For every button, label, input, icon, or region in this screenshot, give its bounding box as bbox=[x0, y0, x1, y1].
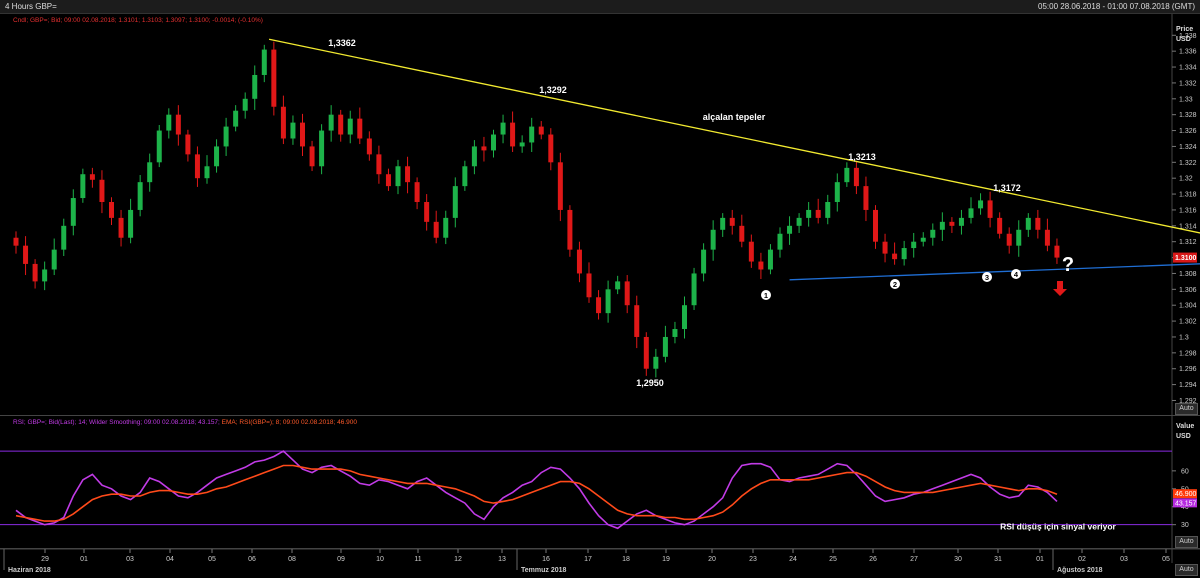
window-title: 4 Hours GBP= bbox=[5, 2, 57, 11]
time-tick-label: 31 bbox=[994, 556, 1002, 563]
rsi-legend: RSI; GBP=; Bid(Last); 14; Wilder Smoothi… bbox=[13, 419, 357, 426]
time-tick-label: 13 bbox=[498, 556, 506, 563]
rsi-axis-unit: USD bbox=[1176, 433, 1191, 440]
title-bar: 4 Hours GBP= 05:00 28.06.2018 - 01:00 07… bbox=[0, 0, 1200, 14]
rsi-legend-ema: EMA; RSI(GBP=); 8; 09:00 02.08.2018; 46.… bbox=[221, 419, 357, 426]
price-legend: Cndl; GBP=; Bid; 09:00 02.08.2018; 1.310… bbox=[13, 17, 263, 24]
time-tick-label: 09 bbox=[337, 556, 345, 563]
price-axis-unit: USD bbox=[1176, 36, 1191, 43]
time-tick-label: 03 bbox=[126, 556, 134, 563]
month-label: Temmuz 2018 bbox=[521, 567, 566, 574]
date-range: 05:00 28.06.2018 - 01:00 07.08.2018 (GMT… bbox=[1038, 2, 1195, 11]
time-tick-label: 23 bbox=[749, 556, 757, 563]
rsi-auto-button[interactable]: Auto bbox=[1175, 536, 1198, 548]
price-panel[interactable]: Cndl; GBP=; Bid; 09:00 02.08.2018; 1.310… bbox=[0, 14, 1200, 416]
rsi-panel[interactable]: RSI; GBP=; Bid(Last); 14; Wilder Smoothi… bbox=[0, 416, 1200, 549]
time-tick-label: 29 bbox=[41, 556, 49, 563]
time-tick-label: 26 bbox=[869, 556, 877, 563]
time-tick-label: 20 bbox=[708, 556, 716, 563]
month-label: Haziran 2018 bbox=[8, 567, 51, 574]
time-tick-label: 06 bbox=[248, 556, 256, 563]
rsi-axis-title: Value bbox=[1176, 423, 1195, 430]
rsi-legend-rsi: RSI; GBP=; Bid(Last); 14; Wilder Smoothi… bbox=[13, 419, 220, 426]
time-tick-label: 01 bbox=[80, 556, 88, 563]
time-tick-label: 19 bbox=[662, 556, 670, 563]
time-tick-label: 11 bbox=[414, 556, 421, 563]
time-auto-button[interactable]: Auto bbox=[1175, 564, 1198, 576]
price-axis-title: Price bbox=[1176, 26, 1194, 33]
time-tick-label: 08 bbox=[288, 556, 296, 563]
time-tick-label: 10 bbox=[376, 556, 384, 563]
month-label: Ağustos 2018 bbox=[1057, 567, 1103, 574]
time-tick-label: 16 bbox=[542, 556, 550, 563]
time-tick-label: 30 bbox=[954, 556, 962, 563]
time-tick-label: 03 bbox=[1120, 556, 1128, 563]
time-tick-label: 27 bbox=[910, 556, 918, 563]
time-tick-label: 18 bbox=[622, 556, 630, 563]
time-tick-label: 05 bbox=[1162, 556, 1170, 563]
time-tick-label: 05 bbox=[208, 556, 216, 563]
time-tick-label: 17 bbox=[584, 556, 592, 563]
price-auto-button[interactable]: Auto bbox=[1175, 403, 1198, 415]
time-tick-label: 04 bbox=[166, 556, 174, 563]
time-tick-label: 12 bbox=[454, 556, 462, 563]
time-tick-label: 24 bbox=[789, 556, 797, 563]
time-tick-label: 02 bbox=[1078, 556, 1086, 563]
time-tick-label: 01 bbox=[1036, 556, 1044, 563]
time-tick-label: 25 bbox=[829, 556, 837, 563]
